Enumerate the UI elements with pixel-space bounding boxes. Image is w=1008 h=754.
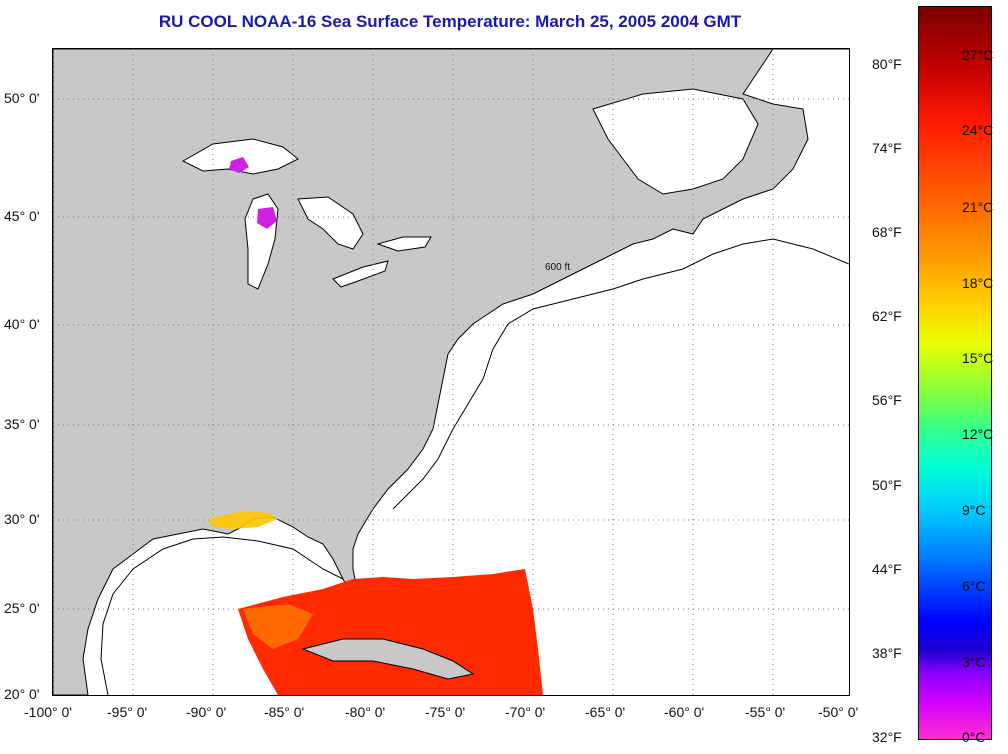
colorbar-c-21: 21°C bbox=[962, 199, 994, 215]
cuba bbox=[301, 638, 475, 680]
lat-label-40: 40° 0' bbox=[4, 316, 40, 332]
lon-label-65: -65° 0' bbox=[585, 704, 626, 720]
lon-label-60: -60° 0' bbox=[664, 704, 705, 720]
lat-label-35: 35° 0' bbox=[4, 416, 40, 432]
colorbar-c-6: 6°C bbox=[962, 578, 986, 594]
sst-map[interactable] bbox=[52, 48, 850, 696]
isobath-600ft bbox=[100, 238, 849, 695]
lake-erie bbox=[332, 260, 389, 288]
sst-patch-south-orange bbox=[243, 604, 313, 649]
colorbar-c-24: 24°C bbox=[962, 122, 994, 138]
map-title: RU COOL NOAA-16 Sea Surface Temperature:… bbox=[158, 12, 742, 31]
lon-label-95: -95° 0' bbox=[107, 704, 148, 720]
lat-label-50: 50° 0' bbox=[4, 90, 40, 106]
lake-huron bbox=[297, 196, 364, 250]
sst-patch-lake-michigan bbox=[257, 207, 277, 229]
colorbar-f-44: 44°F bbox=[872, 561, 902, 577]
colorbar-c-15: 15°C bbox=[962, 350, 994, 366]
colorbar-c-18: 18°C bbox=[962, 275, 994, 291]
sst-patch-lake-superior bbox=[229, 157, 249, 173]
lat-label-30: 30° 0' bbox=[4, 511, 40, 527]
lon-label-75: -75° 0' bbox=[425, 704, 466, 720]
colorbar-f-74: 74°F bbox=[872, 140, 902, 156]
lon-label-90: -90° 0' bbox=[186, 704, 227, 720]
isobath-label: 600 ft bbox=[545, 262, 571, 273]
colorbar-f-38: 38°F bbox=[872, 645, 902, 661]
lat-label-25: 25° 0' bbox=[4, 600, 40, 616]
lon-label-85: -85° 0' bbox=[264, 704, 305, 720]
colorbar-c-27: 27°C bbox=[962, 47, 994, 63]
lat-label-45: 45° 0' bbox=[4, 208, 40, 224]
colorbar-c-9: 9°C bbox=[962, 502, 986, 518]
lake-superior bbox=[181, 138, 299, 175]
lake-ontario bbox=[376, 236, 432, 252]
colorbar-f-68: 68°F bbox=[872, 224, 902, 240]
colorbar-f-80: 80°F bbox=[872, 56, 902, 72]
lon-label-80: -80° 0' bbox=[345, 704, 386, 720]
temperature-colorbar bbox=[918, 6, 992, 740]
colorbar-f-50: 50°F bbox=[872, 477, 902, 493]
colorbar-f-56: 56°F bbox=[872, 392, 902, 408]
lon-label-100: -100° 0' bbox=[24, 704, 72, 720]
sst-patch-south bbox=[238, 569, 543, 695]
colorbar-c-0: 0°C bbox=[962, 729, 986, 745]
colorbar-f-32: 32°F bbox=[872, 729, 902, 745]
map-canvas bbox=[53, 49, 849, 695]
lat-label-20: 20° 0' bbox=[4, 686, 40, 702]
colorbar-f-62: 62°F bbox=[872, 308, 902, 324]
lon-label-55: -55° 0' bbox=[745, 704, 786, 720]
lon-label-70: -70° 0' bbox=[505, 704, 546, 720]
colorbar-c-3: 3°C bbox=[962, 654, 986, 670]
lon-label-50: -50° 0' bbox=[818, 704, 859, 720]
sst-patch-gulf-north bbox=[208, 511, 278, 529]
colorbar-c-12: 12°C bbox=[962, 426, 994, 442]
